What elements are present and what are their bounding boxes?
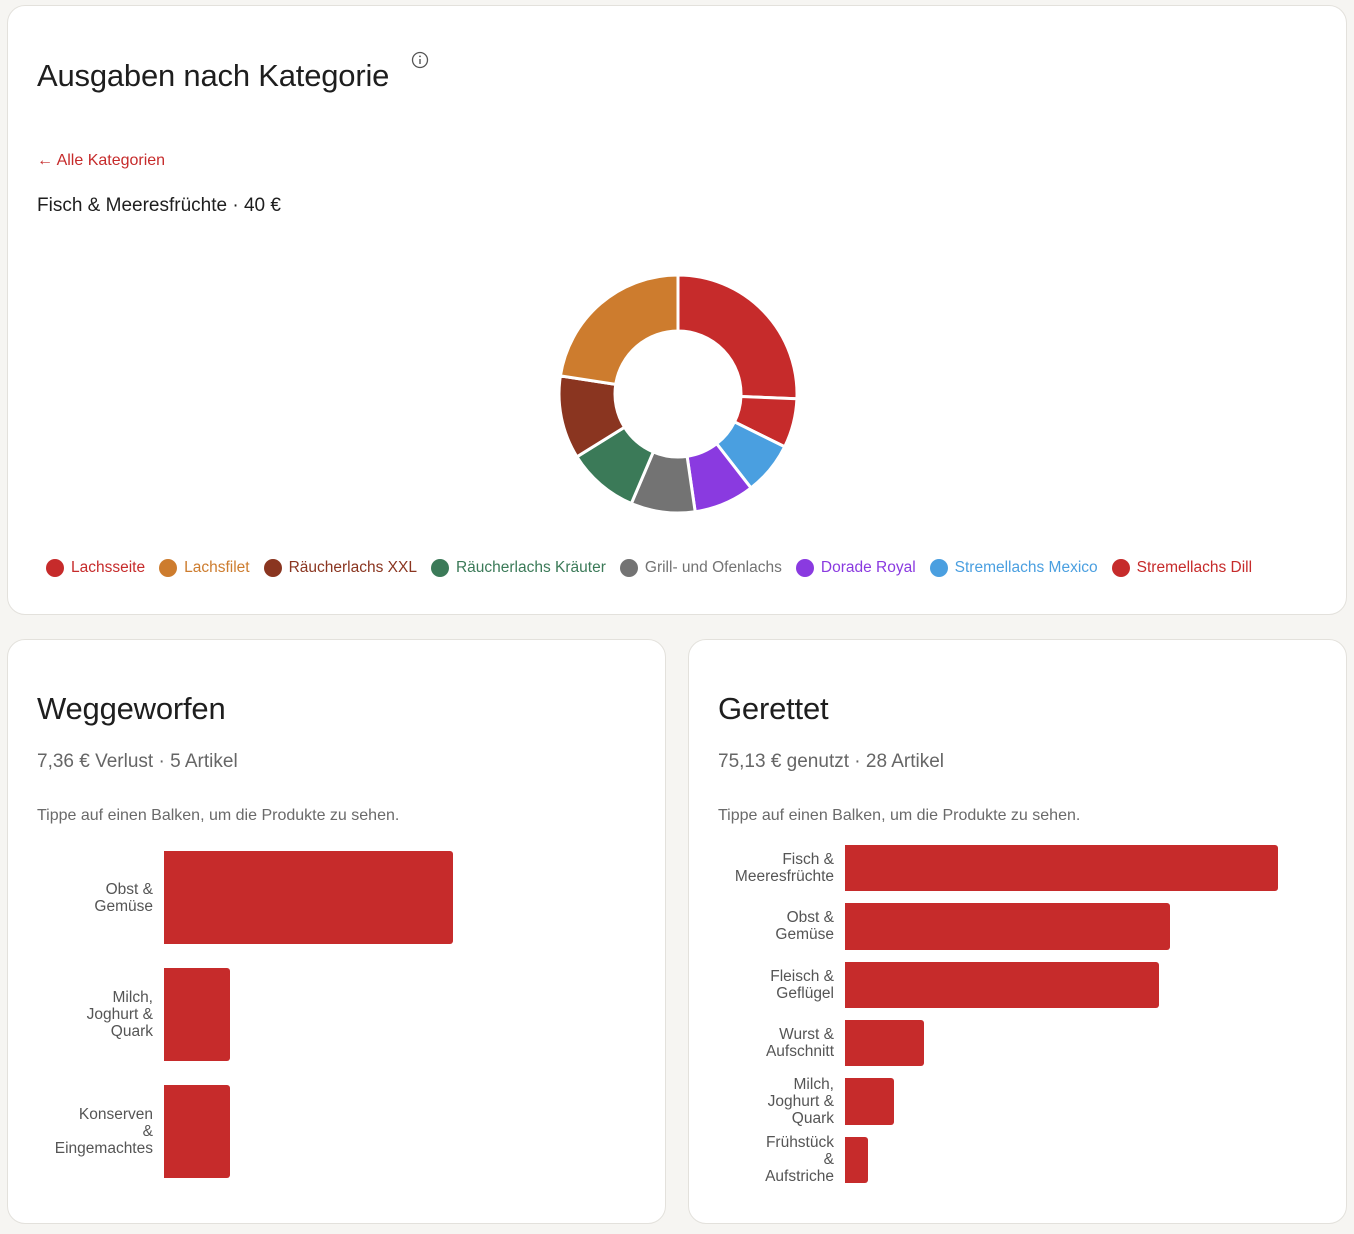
bar-konserven-eingemachtes[interactable] — [164, 1085, 230, 1178]
legend-label: Grill- und Ofenlachs — [644, 559, 782, 576]
bar-fisch-meeresfrüchte[interactable] — [845, 845, 1278, 892]
legend-label: Stremellachs Mexico — [954, 559, 1098, 576]
legend-label: Räucherlachs Kräuter — [455, 559, 606, 576]
donut-slice-lachsfilet[interactable] — [558, 273, 680, 387]
legend-item-lachsseite[interactable]: Lachsseite — [46, 559, 145, 577]
legend-label: Lachsfilet — [184, 559, 250, 576]
legend-label: Räucherlachs XXL — [288, 559, 417, 576]
bar-label-fisch-meeresfrüchte: Fisch & Meeresfrüchte — [734, 851, 834, 886]
legend-dot — [929, 559, 948, 577]
legend-dot — [430, 559, 449, 577]
legend-item-lachsfilet[interactable]: Lachsfilet — [159, 559, 250, 577]
donut-legend: Lachsseite Lachsfilet Räucherlachs XXL Räuc… — [46, 559, 1266, 577]
saved-title: Gerettet — [718, 691, 829, 726]
bar-label-frühstück-aufstriche: Frühstück & Aufstriche — [765, 1134, 834, 1186]
bar-fleisch-geflügel[interactable] — [845, 961, 1159, 1008]
saved-hint: Tippe auf einen Balken, um die Produkte … — [718, 807, 1081, 824]
legend-item-räucherlachs-xxl[interactable]: Räucherlachs XXL — [263, 559, 417, 577]
category-donut-chart — [557, 273, 799, 515]
legend-dot — [159, 559, 178, 577]
legend-item-dorade-royal[interactable]: Dorade Royal — [795, 559, 916, 577]
bar-label-wurst-aufschnitt: Wurst & Aufschnitt — [765, 1026, 834, 1061]
spending-card: Ausgaben nach Kategorie ← Alle Kategorie… — [7, 5, 1347, 615]
category-subtitle: Fisch & Meeresfrüchte · 40 € — [37, 195, 281, 216]
legend-dot — [795, 559, 814, 577]
legend-item-stremellachs-mexico[interactable]: Stremellachs Mexico — [929, 559, 1098, 577]
legend-label: Stremellachs Dill — [1136, 559, 1253, 576]
legend-item-räucherlachs-kräuter[interactable]: Räucherlachs Kräuter — [430, 559, 606, 577]
bar-label-fleisch-geflügel: Fleisch & Geflügel — [770, 967, 834, 1002]
bar-label-milch-joghurt-quark: Milch, Joghurt & Quark — [86, 989, 153, 1040]
saved-summary: 75,13 € genutzt · 28 Artikel — [718, 751, 945, 772]
bar-label-obst-gemüse: Obst & Gemüse — [94, 880, 153, 915]
spending-title: Ausgaben nach Kategorie — [37, 58, 390, 93]
info-icon[interactable] — [411, 51, 429, 69]
bar-label-obst-gemüse: Obst & Gemüse — [775, 909, 834, 944]
waste-title: Weggeworfen — [37, 691, 226, 726]
bar-wurst-aufschnitt[interactable] — [845, 1020, 925, 1067]
bar-label-konserven-eingemachtes: Konserven & Eingemachtes — [54, 1106, 153, 1157]
legend-label: Dorade Royal — [820, 559, 916, 576]
waste-card: Weggeworfen 7,36 € Verlust · 5 Artikel T… — [7, 639, 666, 1224]
legend-dot — [263, 559, 282, 577]
bar-obst-gemüse[interactable] — [164, 851, 453, 944]
legend-item-stremellachs-dill[interactable]: Stremellachs Dill — [1111, 559, 1253, 577]
bar-obst-gemüse[interactable] — [845, 903, 1170, 950]
waste-summary: 7,36 € Verlust · 5 Artikel — [37, 751, 238, 772]
legend-dot — [619, 559, 638, 577]
bar-frühstück-aufstriche[interactable] — [845, 1136, 868, 1183]
donut-slice-lachsseite[interactable] — [676, 273, 799, 401]
legend-item-grill-und-ofenlachs[interactable]: Grill- und Ofenlachs — [619, 559, 782, 577]
bar-milch-joghurt-quark[interactable] — [845, 1078, 894, 1125]
saved-card: Gerettet 75,13 € genutzt · 28 Artikel Ti… — [688, 639, 1347, 1224]
legend-label: Lachsseite — [71, 559, 146, 576]
waste-hint: Tippe auf einen Balken, um die Produkte … — [37, 807, 400, 824]
legend-dot — [46, 559, 64, 577]
bar-milch-joghurt-quark[interactable] — [164, 968, 230, 1061]
legend-dot — [1111, 559, 1130, 577]
bar-label-milch-joghurt-quark: Milch, Joghurt & Quark — [767, 1076, 834, 1127]
back-to-all-categories-link[interactable]: ← Alle Kategorien — [37, 152, 166, 169]
